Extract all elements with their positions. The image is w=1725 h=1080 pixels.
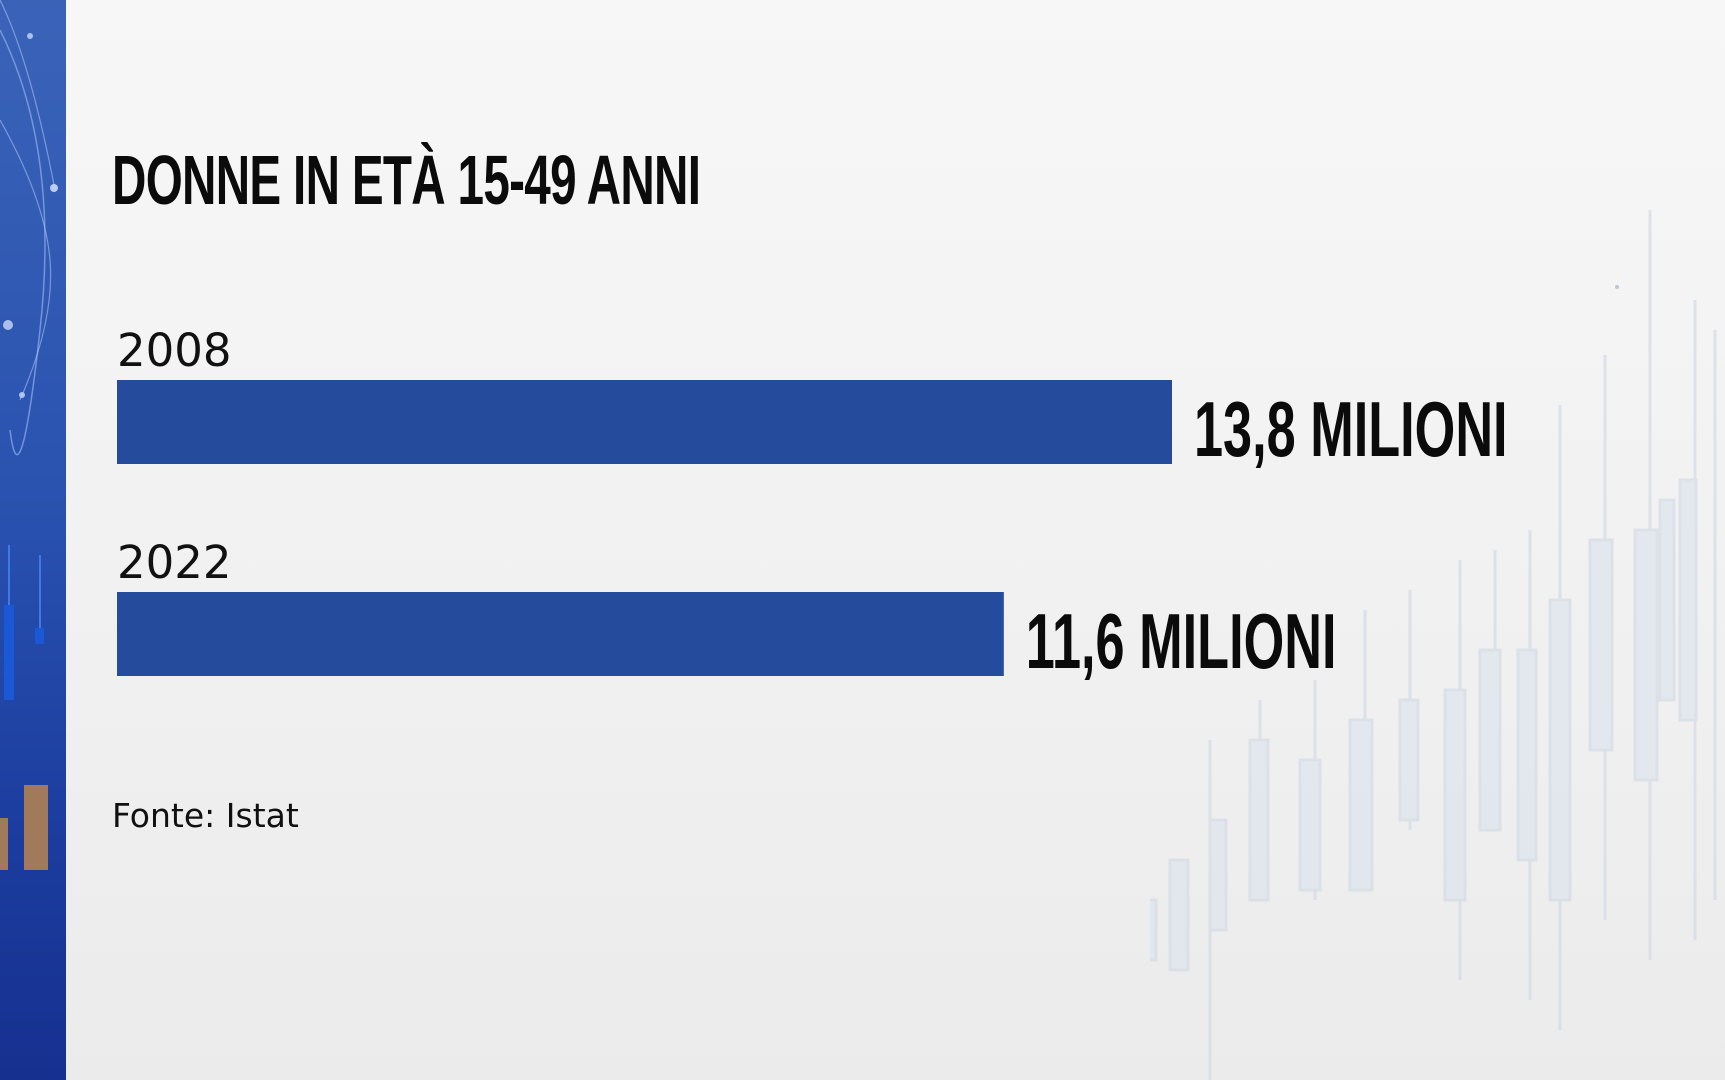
accent-bar-right [24,785,48,870]
bar [117,380,1172,464]
chart-title: DONNE IN ETÀ 15-49 ANNI [112,141,701,219]
value-label: 13,8 MILIONI [1194,387,1508,474]
source-note: Fonte: Istat [112,796,299,835]
side-decoration-strip [0,0,66,1080]
source-name: Istat [225,796,299,835]
category-label: 2022 [117,536,232,589]
network-lines-decoration [0,0,58,870]
source-prefix: Fonte: [112,796,216,835]
candlestick-background-decoration [1150,210,1717,1080]
category-label: 2008 [117,324,232,377]
bar [117,592,1004,676]
value-label: 11,6 MILIONI [1026,599,1337,686]
accent-bar-left [0,818,8,870]
